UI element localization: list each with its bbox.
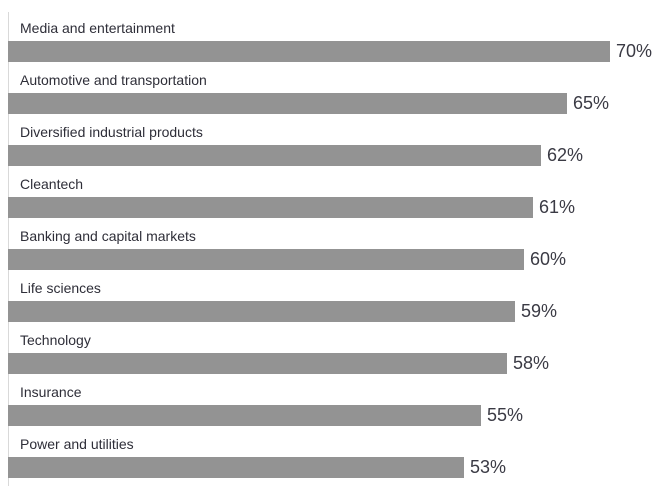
- value-label: 55%: [487, 405, 524, 425]
- bar-row: Diversified industrial products 62%: [8, 124, 658, 174]
- category-label: Diversified industrial products: [20, 124, 203, 140]
- category-label: Technology: [20, 332, 91, 348]
- bar-row: Technology 58%: [8, 332, 658, 382]
- bar: [8, 145, 541, 166]
- bar-row: Cleantech 61%: [8, 176, 658, 226]
- bar-row: Automotive and transportation 65%: [8, 72, 658, 122]
- value-label: 59%: [521, 301, 558, 321]
- bar: [8, 301, 515, 322]
- bar-row: Power and utilities 53%: [8, 436, 658, 486]
- category-label: Banking and capital markets: [20, 228, 196, 244]
- category-label: Life sciences: [20, 280, 101, 296]
- bar: [8, 41, 610, 62]
- category-label: Insurance: [20, 384, 82, 400]
- bar: [8, 405, 481, 426]
- value-label: 60%: [530, 249, 567, 269]
- value-label: 70%: [616, 41, 653, 61]
- value-label: 61%: [539, 197, 576, 217]
- bar-row: Media and entertainment 70%: [8, 20, 658, 70]
- bar: [8, 353, 507, 374]
- bar: [8, 457, 464, 478]
- bar-row: Insurance 55%: [8, 384, 658, 434]
- bar: [8, 93, 567, 114]
- value-label: 53%: [470, 457, 507, 477]
- category-label: Cleantech: [20, 176, 84, 192]
- bar: [8, 249, 524, 270]
- value-label: 65%: [573, 93, 610, 113]
- category-label: Automotive and transportation: [20, 72, 207, 88]
- category-label: Media and entertainment: [20, 20, 175, 36]
- bar: [8, 197, 533, 218]
- category-label: Power and utilities: [20, 436, 134, 452]
- bar-row: Life sciences 59%: [8, 280, 658, 330]
- bar-row: Banking and capital markets 60%: [8, 228, 658, 278]
- value-label: 58%: [513, 353, 550, 373]
- value-label: 62%: [547, 145, 584, 165]
